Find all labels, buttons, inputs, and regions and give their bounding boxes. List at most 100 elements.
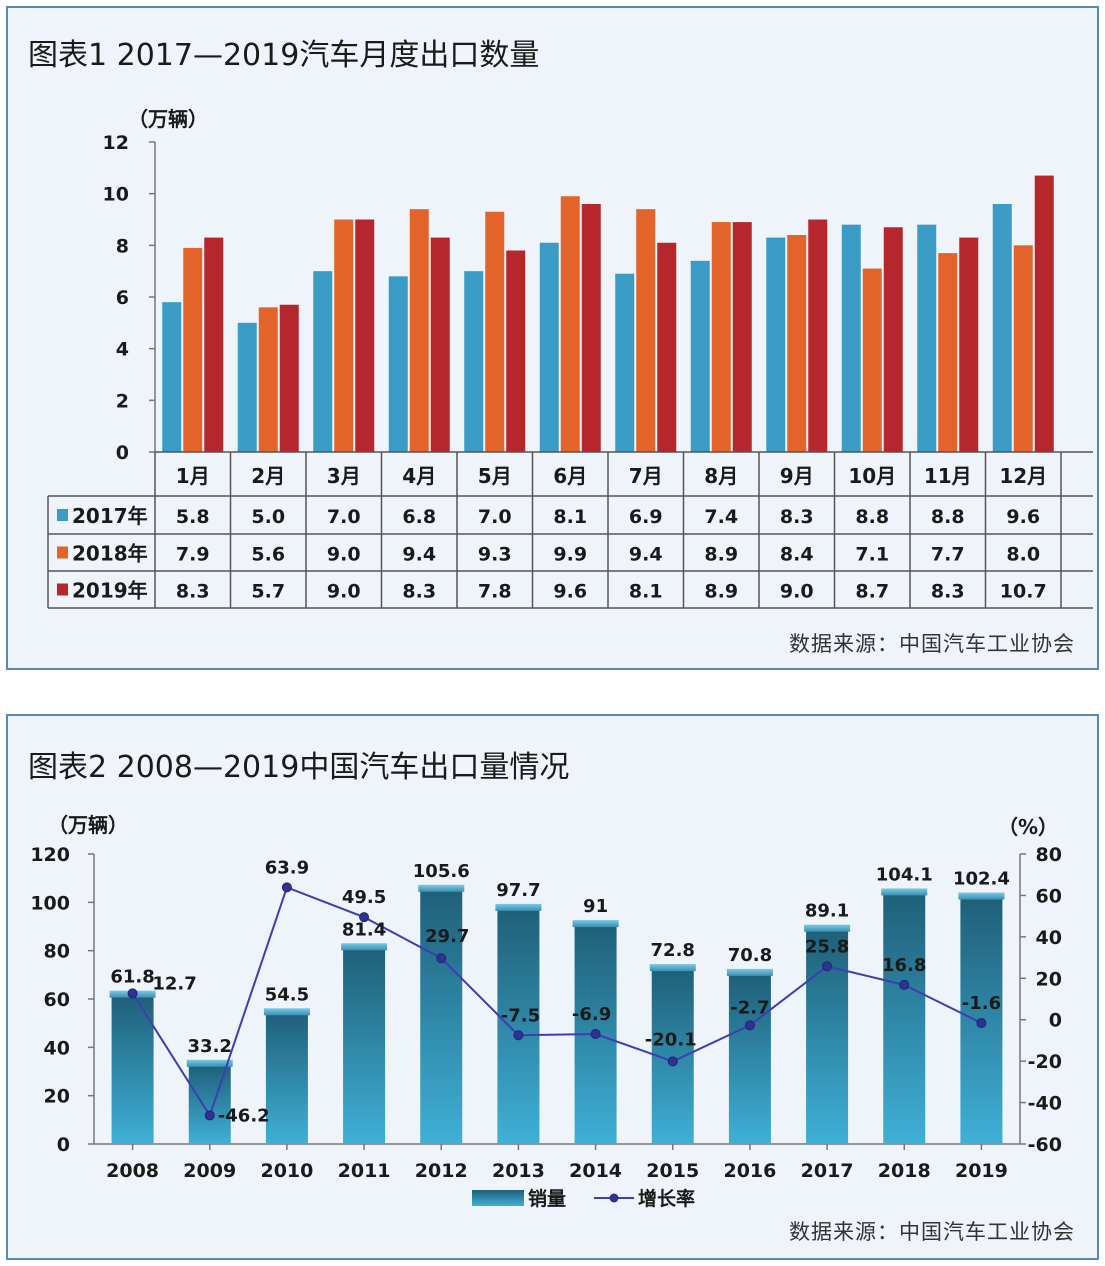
line-value-label: -2.7 — [730, 997, 769, 1018]
bar-cap — [958, 892, 1005, 900]
table-value: 7.1 — [855, 544, 889, 566]
line-point — [822, 961, 833, 972]
table-value: 9.0 — [327, 581, 361, 603]
legend-swatch — [57, 583, 68, 596]
x-tick-label: 2008 — [106, 1160, 159, 1182]
y-tick-label-right: 40 — [1036, 927, 1062, 949]
x-tick-label: 2010 — [260, 1160, 313, 1182]
x-tick-label: 6月 — [553, 464, 587, 488]
bar — [258, 307, 278, 452]
line-point — [744, 1020, 755, 1031]
y-tick-label: 12 — [103, 132, 129, 154]
table-value: 7.9 — [176, 544, 210, 566]
bar — [279, 304, 299, 452]
bar — [265, 1012, 308, 1144]
x-tick-label: 12月 — [999, 464, 1047, 488]
y-tick-label-left: 0 — [57, 1134, 70, 1156]
x-tick-label: 5月 — [478, 464, 512, 488]
bar — [430, 237, 450, 452]
line-value-label: -6.9 — [572, 1004, 611, 1025]
legend-swatch — [57, 509, 68, 521]
bar-value-label: 54.5 — [265, 984, 309, 1005]
table-value: 8.4 — [780, 544, 814, 566]
chart-title: 图表2 2008—2019中国汽车出口量情况 — [28, 750, 570, 785]
y-tick-label: 8 — [116, 235, 129, 257]
table-value: 8.9 — [704, 581, 738, 603]
bar — [313, 271, 333, 452]
y-tick-label-right: -40 — [1028, 1093, 1062, 1115]
x-tick-label: 3月 — [327, 464, 361, 488]
line-value-label: 49.5 — [342, 887, 386, 908]
table-value: 8.8 — [855, 506, 889, 528]
legend-swatch-bar — [472, 1190, 524, 1206]
bar — [464, 271, 484, 452]
bar — [883, 227, 903, 452]
y-tick-label-right: -60 — [1028, 1134, 1062, 1156]
line-value-label: -7.5 — [501, 1005, 540, 1026]
bar — [485, 211, 505, 452]
y-tick-label-right: 20 — [1036, 968, 1062, 990]
line-value-label: 25.8 — [805, 936, 849, 957]
bar-cap — [804, 924, 851, 932]
bar — [615, 273, 635, 452]
bar-cap — [726, 968, 773, 976]
table-value: 8.1 — [553, 506, 587, 528]
table-value: 5.8 — [176, 506, 210, 528]
x-tick-label: 2018 — [878, 1160, 931, 1182]
y-tick-label-left: 80 — [44, 941, 70, 963]
bar — [497, 907, 540, 1144]
line-value-label: -46.2 — [218, 1105, 270, 1126]
x-tick-label: 2009 — [183, 1160, 236, 1182]
line-value-label: 16.8 — [882, 955, 926, 976]
table-value: 8.3 — [402, 581, 436, 603]
table-value: 9.3 — [478, 544, 512, 566]
bar — [355, 219, 375, 452]
table-value: 8.8 — [931, 506, 965, 528]
bar — [732, 222, 752, 452]
line-value-label: -1.6 — [962, 993, 1001, 1014]
x-tick-label: 2019 — [955, 1160, 1008, 1182]
x-tick-label: 2015 — [646, 1160, 699, 1182]
x-tick-label: 1月 — [176, 464, 210, 488]
table-value: 9.0 — [780, 581, 814, 603]
bar — [388, 276, 408, 452]
table-value: 7.7 — [931, 544, 965, 566]
line-point — [436, 953, 447, 964]
x-tick-label: 4月 — [402, 464, 436, 488]
table-value: 9.6 — [553, 581, 587, 603]
bar-value-label: 70.8 — [728, 945, 772, 966]
x-tick-label: 2014 — [569, 1160, 622, 1182]
line-point — [590, 1029, 601, 1040]
bar — [162, 302, 182, 452]
monthly-export-chart: （万辆） 0 2 4 6 8 10 12 1月 2月 3月 4月 5月 6月 7月 8月 9月 10月 11月 12月… — [47, 107, 1093, 609]
table-value: 8.3 — [780, 506, 814, 528]
bar — [1034, 175, 1054, 453]
legend-label: 2017年 — [72, 504, 148, 528]
table-value: 9.0 — [327, 544, 361, 566]
y-tick-label: 6 — [116, 287, 129, 309]
bar — [204, 237, 224, 452]
table-value: 5.0 — [251, 506, 285, 528]
bar-value-label: 61.8 — [110, 967, 154, 988]
bar — [581, 204, 601, 452]
y-tick-label: 10 — [103, 184, 129, 206]
line-point — [513, 1030, 524, 1041]
x-tick-label: 7月 — [629, 464, 663, 488]
bar — [539, 242, 559, 452]
bar-cap — [341, 943, 388, 951]
legend-swatch — [57, 546, 68, 559]
y-tick-label: 2 — [116, 390, 129, 412]
bar — [938, 253, 958, 452]
line-point — [127, 988, 138, 999]
line-value-label: -20.1 — [645, 1029, 697, 1050]
y-tick-label-right: 60 — [1036, 885, 1062, 907]
table-value: 8.7 — [855, 581, 889, 603]
x-tick-label: 2013 — [492, 1160, 545, 1182]
x-tick-label: 11月 — [924, 464, 972, 488]
bar-value-label: 104.1 — [876, 864, 933, 885]
x-tick-label: 2012 — [415, 1160, 468, 1182]
table-value: 8.3 — [176, 581, 210, 603]
bar-cap — [572, 920, 619, 928]
bar — [711, 222, 731, 452]
line-point — [204, 1110, 215, 1121]
